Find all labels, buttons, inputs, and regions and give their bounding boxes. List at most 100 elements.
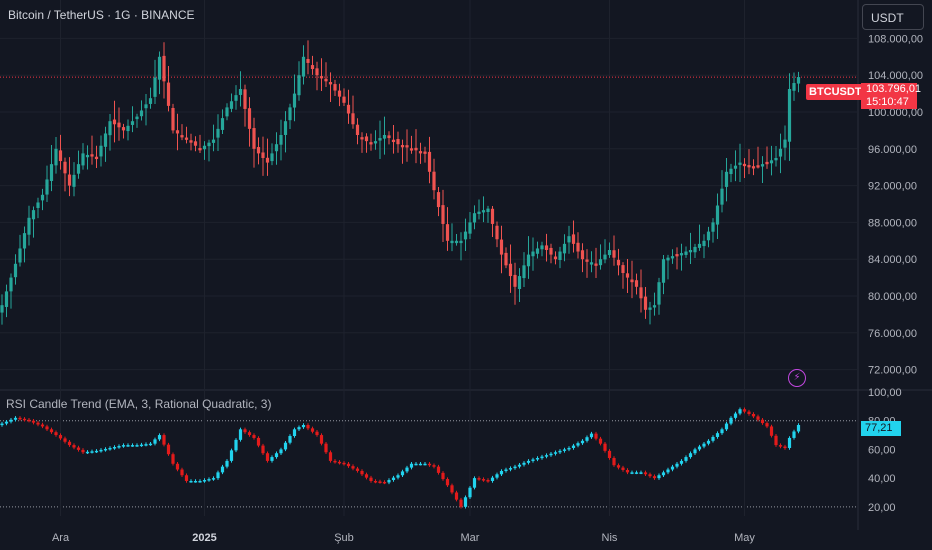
price-candle: [409, 148, 414, 151]
price-candle: [765, 161, 769, 165]
price-candle: [639, 287, 643, 299]
price-candle: [562, 243, 567, 254]
rsi-candle: [499, 470, 504, 475]
rsi-candle: [463, 497, 468, 507]
price-candle: [261, 152, 265, 158]
rsi-candle: [666, 469, 670, 473]
rsi-candle: [454, 492, 459, 500]
lightning-bolt-icon[interactable]: ⚡: [788, 369, 806, 387]
rsi-candle: [639, 472, 643, 474]
rsi-candle: [571, 445, 576, 448]
price-candle: [702, 240, 706, 247]
price-candle: [720, 188, 724, 205]
rsi-candle: [256, 437, 261, 446]
price-candle: [612, 250, 616, 258]
price-candle: [414, 147, 418, 151]
rsi-candle: [481, 479, 486, 481]
indicator-title[interactable]: RSI Candle Trend (EMA, 3, Rational Quadr…: [6, 397, 272, 411]
price-candle: [297, 75, 301, 96]
price-candle: [675, 254, 679, 257]
price-candle: [238, 89, 243, 95]
rsi-candle: [702, 443, 706, 447]
rsi-candle: [765, 423, 769, 427]
rsi-candle: [54, 432, 58, 436]
rsi-candle: [4, 421, 9, 424]
price-candle: [427, 151, 432, 172]
rsi-candle: [67, 441, 72, 446]
price-tick-label: 108.000,00: [868, 33, 923, 45]
price-candle: [252, 128, 256, 149]
price-candle: [22, 233, 27, 249]
symbol-title[interactable]: Bitcoin / TetherUS · 1G · BINANCE: [8, 8, 195, 22]
price-candle: [229, 101, 234, 109]
price-candle: [207, 142, 211, 147]
rsi-candle: [783, 446, 787, 449]
rsi-tick-label: 60,00: [868, 444, 896, 456]
rsi-candle: [315, 431, 319, 436]
price-candle: [4, 291, 9, 307]
rsi-candle: [301, 425, 306, 428]
rsi-candle: [531, 459, 535, 461]
rsi-candle: [369, 477, 373, 481]
price-candle: [796, 77, 801, 84]
rsi-candle: [243, 429, 247, 433]
price-candle: [346, 104, 351, 114]
rsi-candle: [562, 449, 567, 451]
price-candle: [292, 93, 297, 108]
rsi-candle: [792, 431, 796, 438]
price-candle: [117, 122, 121, 128]
currency-button[interactable]: USDT: [862, 4, 924, 30]
time-tick-label: May: [734, 532, 755, 544]
rsi-candle: [139, 444, 144, 447]
rsi-candle: [427, 463, 432, 466]
rsi-candle: [652, 476, 657, 479]
price-candle: [729, 168, 733, 175]
price-candle: [616, 259, 621, 266]
rsi-candle: [607, 450, 612, 459]
rsi-candle: [360, 470, 364, 475]
time-tick-label: Mar: [461, 532, 480, 544]
price-candle: [657, 282, 661, 305]
price-candle: [121, 127, 126, 131]
price-candle: [607, 250, 612, 256]
price-candle: [715, 205, 720, 225]
rsi-candle: [297, 427, 301, 430]
price-candle: [342, 96, 346, 103]
price-candle: [423, 151, 427, 154]
rsi-candle: [391, 477, 396, 481]
rsi-candle: [535, 458, 540, 460]
rsi-candle: [598, 438, 603, 444]
price-candle: [157, 56, 162, 80]
price-candle: [108, 121, 112, 136]
price-candle: [81, 153, 85, 166]
price-candle: [774, 158, 778, 161]
price-candle: [94, 156, 99, 160]
price-candle: [486, 208, 490, 213]
rsi-candle: [747, 411, 751, 415]
price-candle: [13, 263, 18, 278]
rsi-candle: [310, 428, 315, 432]
rsi-candle: [787, 437, 792, 448]
last-price-value: 103.796,01: [866, 83, 922, 95]
price-candle: [103, 133, 108, 147]
price-candle: [697, 243, 702, 248]
price-candle: [193, 141, 198, 146]
price-candle: [589, 262, 594, 265]
rsi-candle: [324, 443, 328, 453]
price-candle: [63, 161, 67, 174]
rsi-tick-label: 40,00: [868, 473, 896, 485]
rsi-candle: [270, 457, 274, 461]
rsi-candle: [157, 435, 162, 440]
rsi-candle: [373, 480, 378, 483]
rsi-candle: [504, 469, 508, 472]
price-candle: [135, 116, 139, 120]
price-candle: [72, 174, 76, 187]
rsi-candle: [328, 452, 333, 461]
rsi-candle: [697, 446, 702, 450]
rsi-candle: [441, 472, 445, 480]
price-candle: [580, 250, 585, 260]
price-candle: [508, 263, 513, 277]
rsi-candle: [477, 478, 481, 480]
rsi-candle: [202, 480, 207, 482]
